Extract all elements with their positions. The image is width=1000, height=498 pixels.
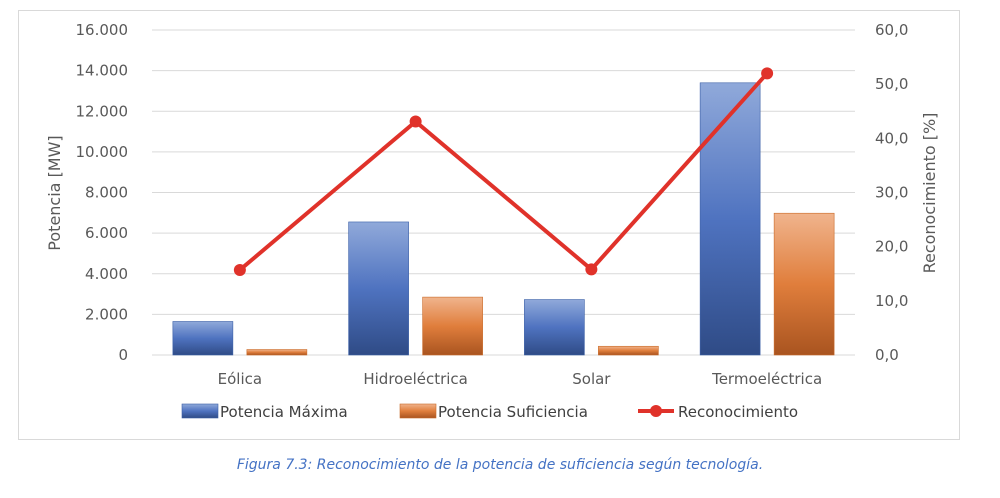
y-tick-label: 10.000 xyxy=(76,143,129,161)
y2-tick-label: 60,0 xyxy=(875,21,908,39)
y-tick-label: 0 xyxy=(118,346,128,364)
y2-tick-label: 30,0 xyxy=(875,184,908,202)
y2-tick-label: 50,0 xyxy=(875,75,908,93)
reconocimiento-point xyxy=(409,115,422,128)
x-tick-label: Solar xyxy=(572,370,611,388)
y2-tick-label: 0,0 xyxy=(875,346,899,364)
reconocimiento-point xyxy=(233,263,246,276)
x-tick-label: Termoeléctrica xyxy=(711,370,822,388)
reconocimiento-point xyxy=(761,67,774,80)
combo-chart: 0 2.000 4.000 6.000 8.000 10.000 12.000 14.000 1… xyxy=(45,21,939,421)
bar-potencia-suficiencia xyxy=(598,345,659,356)
legend-label: Potencia Suficiencia xyxy=(438,403,588,421)
bar-potencia-maxima xyxy=(172,321,234,356)
legend-marker xyxy=(650,405,662,417)
y-tick-label: 6.000 xyxy=(85,224,128,242)
y-axis-title: Potencia [MW] xyxy=(45,135,64,250)
bar-potencia-maxima xyxy=(524,299,585,356)
reconocimiento-point xyxy=(585,263,598,276)
tick-labels: 0 2.000 4.000 6.000 8.000 10.000 12.000 14.000 1… xyxy=(76,21,909,388)
bar-potencia-suficiencia xyxy=(422,296,483,356)
x-tick-label: Eólica xyxy=(218,370,262,388)
bars xyxy=(172,82,835,356)
bar-potencia-suficiencia xyxy=(246,349,308,356)
y2-tick-label: 10,0 xyxy=(875,292,908,310)
y-tick-label: 16.000 xyxy=(76,21,129,39)
y2-axis-title: Reconocimiento [%] xyxy=(920,113,939,274)
bar-potencia-maxima xyxy=(348,221,409,356)
figure-caption: Figura 7.3: Reconocimiento de la potenci… xyxy=(236,457,764,473)
legend-swatch xyxy=(399,403,437,419)
y-tick-label: 8.000 xyxy=(85,184,128,202)
legend: Potencia Máxima Potencia Suficiencia Recon… xyxy=(181,403,798,421)
legend-swatch xyxy=(181,403,219,419)
legend-label: Reconocimiento xyxy=(678,403,798,421)
legend-label: Potencia Máxima xyxy=(220,403,348,421)
y-tick-label: 12.000 xyxy=(76,102,129,120)
y-tick-label: 4.000 xyxy=(85,265,128,283)
bar-potencia-suficiencia xyxy=(773,212,835,356)
y2-tick-label: 20,0 xyxy=(875,238,908,256)
x-tick-label: Hidroeléctrica xyxy=(363,370,468,388)
reconocimiento-line xyxy=(233,67,774,276)
bar-potencia-maxima xyxy=(699,82,761,356)
reconocimiento-line-path xyxy=(238,71,769,272)
y2-tick-label: 40,0 xyxy=(875,129,908,147)
y-tick-label: 14.000 xyxy=(76,62,129,80)
y-tick-label: 2.000 xyxy=(85,305,128,323)
